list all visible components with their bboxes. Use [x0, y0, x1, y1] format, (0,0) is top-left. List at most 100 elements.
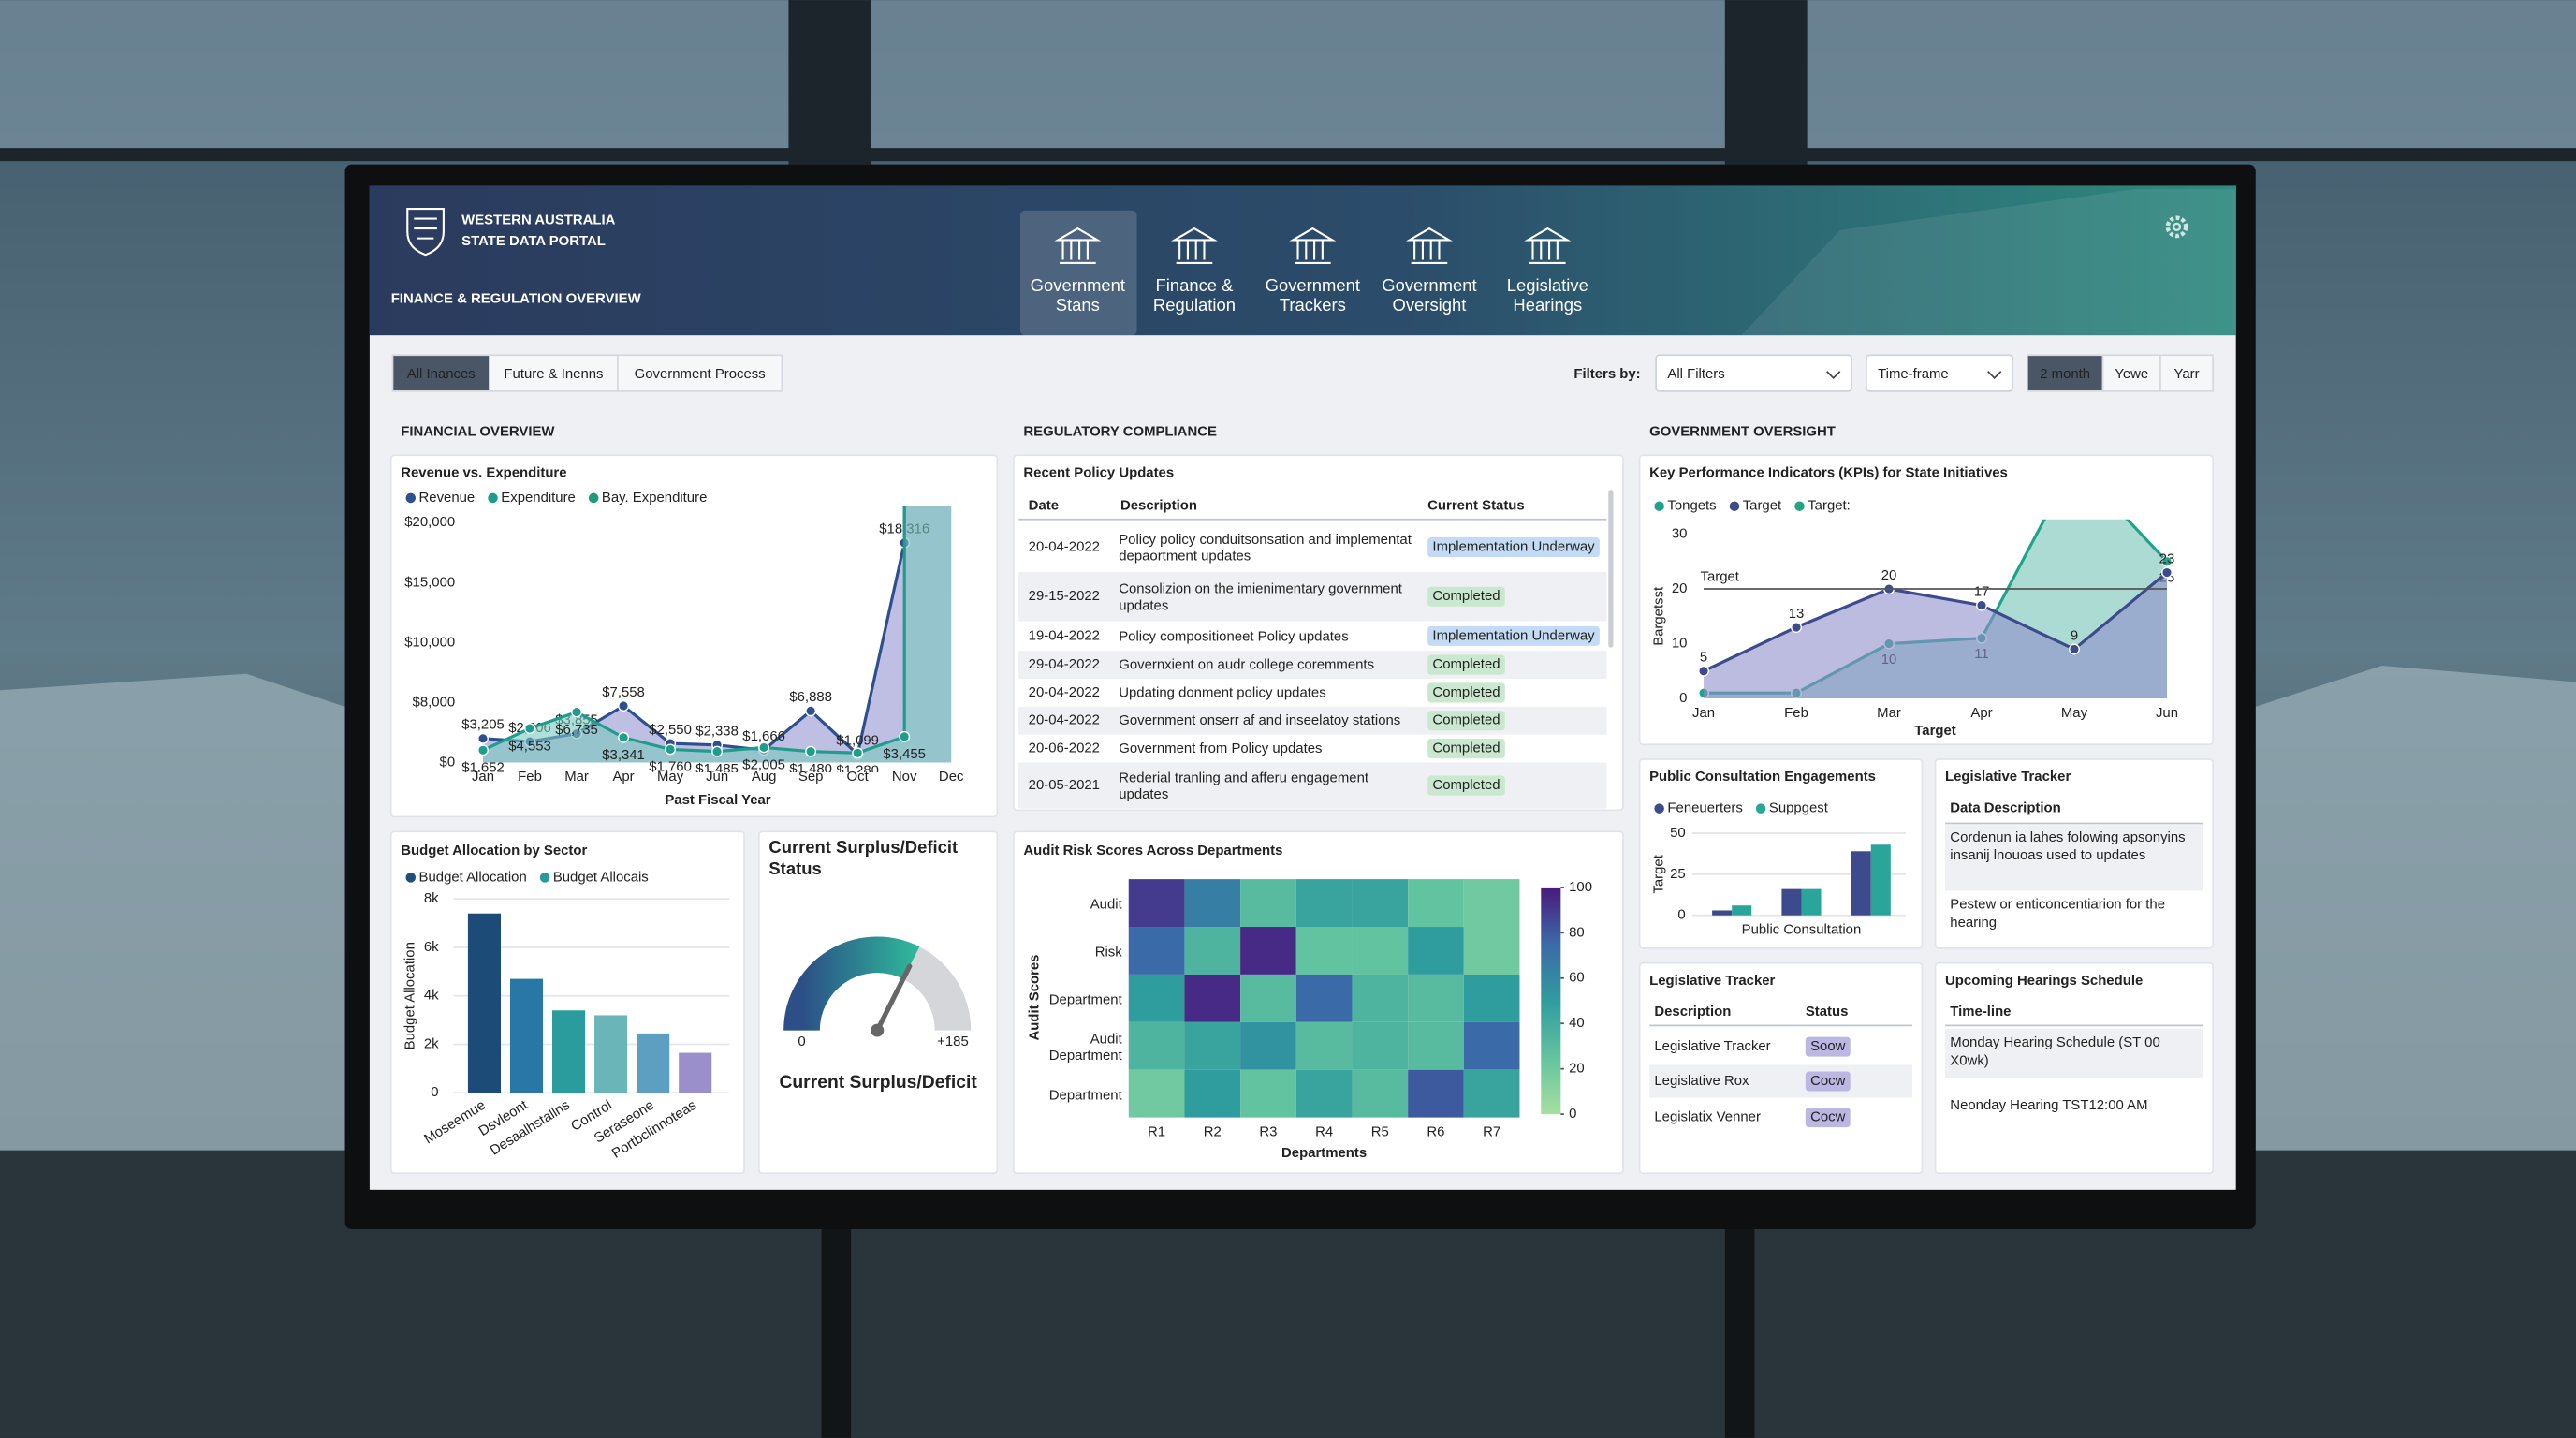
bar: [509, 978, 544, 1093]
x-tick-label: Jan: [1692, 706, 1715, 721]
status-badge-bg: [1427, 654, 1505, 675]
nav-item[interactable]: Government Oversight: [1370, 213, 1488, 331]
tab[interactable]: [489, 354, 619, 392]
gear-ring[interactable]: [2165, 215, 2188, 239]
dropdown-label[interactable]: All Filters: [1667, 367, 1724, 382]
x-tick-label: Aug: [752, 770, 777, 785]
status-badge: Completed: [1432, 778, 1500, 793]
heat-cell: [1295, 1021, 1353, 1070]
tab[interactable]: [391, 354, 490, 392]
nav-label: Legislative Hearings: [1506, 276, 1588, 316]
nav-item[interactable]: Legislative Hearings: [1488, 213, 1606, 331]
bar: [594, 1015, 628, 1093]
row-label-box: Department: [1049, 1085, 1122, 1102]
row-label-box: Department: [1048, 990, 1122, 1007]
toggle-label[interactable]: Yewe: [2115, 367, 2148, 382]
heat-cell: [1463, 1021, 1520, 1070]
status-badge: Cocw: [1810, 1074, 1846, 1089]
series-line: [1703, 571, 2168, 673]
heat-cell: [1352, 1021, 1409, 1070]
heat-cell: [1128, 879, 1185, 928]
data-label: $6,735: [555, 723, 598, 738]
policy-description: Consolizion on the imienimentary governm…: [1119, 579, 1402, 613]
content: WESTERN AUSTRALIA STATE DATA PORTAL FINANC…: [389, 207, 2214, 1175]
timeframe-toggle[interactable]: [2026, 354, 2104, 392]
tracker-description: Pestew or enticoncentiarion for the hear…: [1950, 895, 2166, 931]
data-label: $1,280: [836, 764, 879, 779]
heat-cell: [1240, 1021, 1296, 1070]
legend-swatch: [1794, 501, 1805, 511]
status-badge-bg: [1805, 1036, 1851, 1057]
dropdown-caret[interactable]: [1826, 371, 1841, 380]
nav-icon: [1524, 227, 1572, 265]
y-axis-label: Audit Scores: [1028, 955, 1043, 1041]
row-label: Risk: [1094, 942, 1122, 960]
card-title: Budget Allocation by Sector: [401, 844, 587, 858]
tracker-description: Cordenun ia lahes folowing apsonyins ins…: [1950, 828, 2186, 863]
tab-label[interactable]: All Inances: [407, 367, 476, 382]
row-label: Department: [1048, 990, 1122, 1007]
data-point: [852, 747, 864, 759]
gauge-tick-label: +185: [937, 1034, 969, 1049]
column-header: Current Status: [1427, 499, 1525, 514]
status-badge: Cocw: [1810, 1110, 1846, 1125]
toggle-label[interactable]: Yarr: [2174, 367, 2200, 382]
nav-item[interactable]: Government Trackers: [1253, 213, 1371, 331]
bar: [637, 1033, 670, 1093]
nav-item[interactable]: Government Stans: [1018, 213, 1136, 331]
header-building-art: [1741, 188, 2236, 336]
policy-description: Government onserr af and inseelatoy stat…: [1119, 712, 1401, 729]
gear-hub[interactable]: [2172, 222, 2182, 231]
x-axis-label: Departments: [1281, 1146, 1367, 1161]
tab-label[interactable]: Government Process: [635, 367, 766, 382]
policy-description-box: Rederial tranling and afferu engagement …: [1119, 769, 1368, 802]
bar: [1732, 905, 1752, 916]
y-tick-label: $15,000: [404, 575, 455, 590]
legend-swatch: [588, 492, 599, 504]
nav-icon: [1405, 227, 1453, 265]
chart-card: [757, 830, 999, 1175]
data-point: [711, 745, 724, 757]
tab[interactable]: [617, 354, 783, 392]
tab-label[interactable]: Future & Inenns: [504, 367, 603, 382]
dropdown[interactable]: [1865, 354, 2013, 392]
tracker-description-box: Cordenun ia lahes folowing apsonyins ins…: [1950, 828, 2186, 863]
hearing-item-box: Neonday Hearing TST12:00 AM: [1950, 1096, 2147, 1113]
colorbar-label: 40: [1569, 1016, 1585, 1031]
policy-description: Government from Policy updates: [1119, 740, 1323, 756]
status-badge-bg: [1805, 1108, 1851, 1128]
window-panes: [0, 0, 2576, 156]
nav-icon: [1054, 227, 1102, 265]
policy-description-box: Governxient on audr college coremments: [1119, 656, 1374, 673]
dropdown[interactable]: [1655, 354, 1852, 392]
x-axis-label: Target: [1914, 724, 1955, 739]
heat-cell: [1295, 1069, 1353, 1118]
x-tick-label: Mar: [564, 770, 589, 785]
section-title: FINANCIAL OVERVIEW: [401, 425, 555, 440]
dropdown-caret[interactable]: [1987, 371, 2002, 380]
nav-active-bg: [1019, 210, 1137, 336]
data-point: [2069, 643, 2080, 655]
legend-label: Budget Allocais: [553, 870, 649, 885]
data-point: [899, 730, 911, 742]
x-tick-label: Feb: [518, 770, 542, 785]
data-label: 13: [1789, 607, 1805, 622]
dropdown-label[interactable]: Time-frame: [1878, 367, 1949, 382]
column-header: Status: [1806, 1005, 1849, 1020]
row-label-box: Audit Department: [1049, 1030, 1122, 1063]
y-axis-label: Target: [1652, 854, 1667, 893]
policy-description: Policy policy conduitsonsation and imple…: [1119, 530, 1412, 565]
timeframe-toggle[interactable]: [2159, 354, 2214, 392]
data-point: [2161, 566, 2173, 579]
heat-cell: [1128, 1021, 1185, 1070]
header-band: [369, 185, 2236, 336]
status-badge-bg: [1805, 1071, 1851, 1092]
x-tick-label: Jun: [2156, 706, 2178, 721]
nav-item[interactable]: Finance & Regulation: [1135, 213, 1253, 331]
y-tick-label: 8k: [424, 891, 439, 906]
toggle-label[interactable]: 2 month: [2040, 367, 2090, 382]
data-point: [805, 705, 817, 717]
data-label: $1,652: [461, 761, 505, 776]
column-label: R2: [1204, 1124, 1222, 1139]
settings-icon[interactable]: [2165, 215, 2188, 239]
